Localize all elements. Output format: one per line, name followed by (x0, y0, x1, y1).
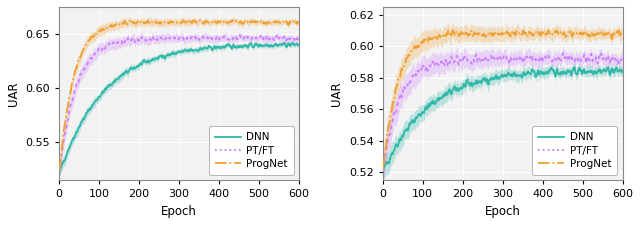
X-axis label: Epoch: Epoch (484, 205, 520, 218)
X-axis label: Epoch: Epoch (161, 205, 197, 218)
Legend: DNN, PT/FT, ProgNet: DNN, PT/FT, ProgNet (209, 126, 294, 175)
Y-axis label: UAR: UAR (7, 81, 20, 106)
Y-axis label: UAR: UAR (330, 81, 343, 106)
Legend: DNN, PT/FT, ProgNet: DNN, PT/FT, ProgNet (532, 126, 618, 175)
